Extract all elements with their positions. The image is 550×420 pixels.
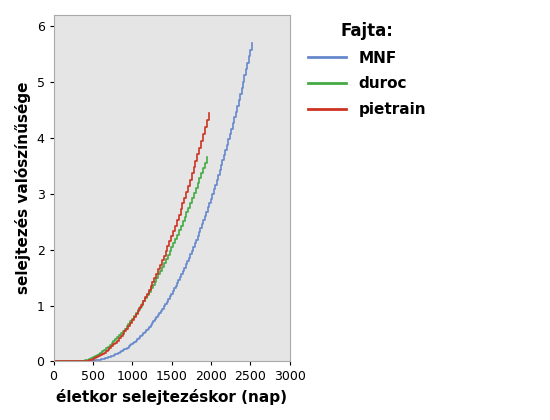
duroc (103, 346, 109, 351)
pietrain (50, 359, 57, 364)
duroc (90, 354, 96, 360)
Y-axis label: selejtezés valószínűsége: selejtezés valószínűsége (15, 82, 31, 294)
MNF (112, 352, 119, 357)
MNF (243, 66, 249, 71)
MNF (128, 342, 135, 347)
MNF (249, 40, 255, 45)
pietrain (91, 356, 98, 361)
Line: duroc: duroc (53, 158, 207, 362)
Line: MNF: MNF (53, 43, 252, 362)
pietrain (104, 347, 111, 352)
pietrain (157, 262, 163, 268)
duroc (155, 272, 162, 277)
duroc (50, 359, 57, 364)
duroc (146, 289, 152, 294)
X-axis label: életkor selejtezéskor (nap): életkor selejtezéskor (nap) (56, 389, 287, 405)
pietrain (205, 110, 212, 116)
duroc (204, 155, 210, 160)
duroc (161, 260, 167, 265)
pietrain (147, 284, 154, 289)
MNF (184, 258, 190, 263)
pietrain (117, 333, 124, 339)
duroc (116, 333, 123, 338)
pietrain (162, 248, 169, 253)
MNF (50, 359, 57, 364)
MNF (235, 97, 242, 102)
Line: pietrain: pietrain (53, 113, 208, 362)
Legend: MNF, duroc, pietrain: MNF, duroc, pietrain (302, 16, 432, 123)
MNF (168, 291, 174, 297)
